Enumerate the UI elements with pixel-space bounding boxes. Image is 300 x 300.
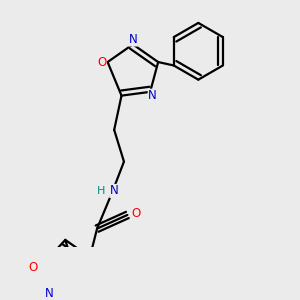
- Text: N: N: [148, 89, 157, 102]
- Text: N: N: [110, 184, 118, 197]
- Text: O: O: [28, 261, 37, 274]
- Text: O: O: [97, 56, 106, 68]
- Text: O: O: [132, 208, 141, 220]
- Text: N: N: [128, 33, 137, 46]
- Text: H: H: [97, 186, 105, 196]
- Text: N: N: [45, 287, 54, 300]
